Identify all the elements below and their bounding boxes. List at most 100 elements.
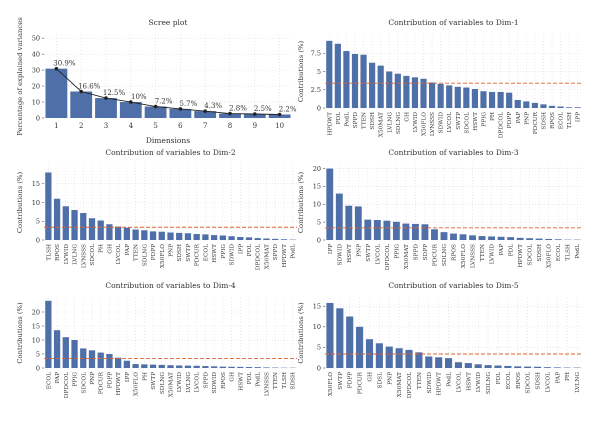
x-tick-label: SDCOL bbox=[464, 112, 470, 134]
y-tick-label: 5 bbox=[317, 344, 321, 352]
y-tick-label: 5 bbox=[317, 218, 321, 226]
data-label: 4.3% bbox=[204, 102, 222, 110]
x-tick-label: ECOL bbox=[506, 372, 512, 389]
bar-PDL bbox=[245, 367, 253, 368]
bar-TTEN bbox=[132, 229, 139, 240]
x-tick-label: TTEN bbox=[480, 244, 486, 261]
bar-SPPD bbox=[272, 238, 279, 240]
bar-X50FLO bbox=[545, 238, 553, 240]
x-tick-label: TTEN bbox=[273, 372, 279, 389]
x-tick-label: X50MAT bbox=[397, 372, 403, 397]
bar-RPOS bbox=[450, 233, 457, 240]
x-tick-label: LVCOL bbox=[375, 244, 381, 265]
x-tick-label: HSWT bbox=[347, 244, 353, 263]
x-tick-label: SWTP bbox=[338, 372, 344, 390]
bar-HPDWT bbox=[435, 357, 443, 368]
x-tick-label: PNP bbox=[90, 372, 96, 385]
x-tick-label: PNP bbox=[169, 244, 175, 257]
bar-HSWT bbox=[464, 363, 472, 368]
x-tick-label: LVCOL bbox=[545, 372, 551, 393]
bar-TTEN bbox=[478, 236, 486, 240]
y-tick-label: 5 bbox=[36, 350, 40, 358]
x-tick-label: ECOL bbox=[46, 372, 52, 389]
y-tick-label: 15 bbox=[32, 180, 40, 188]
y-tick-label: 2.5 bbox=[311, 86, 321, 94]
bar-PDL bbox=[507, 237, 515, 240]
bar-PAP bbox=[514, 99, 521, 108]
x-tick-label: SDLNG bbox=[396, 112, 402, 135]
x-tick-label: PNP bbox=[387, 372, 393, 385]
y-tick-label: 5 bbox=[36, 218, 40, 226]
x-tick-label: LVWID bbox=[64, 244, 70, 265]
data-label: 12.5% bbox=[103, 89, 126, 97]
x-tick-label: PDPP bbox=[507, 112, 513, 128]
bar-LVWID bbox=[488, 236, 496, 240]
bar-LVWID bbox=[474, 364, 482, 368]
bar-PNP bbox=[385, 346, 393, 368]
x-tick-label: LVLNG bbox=[575, 372, 581, 393]
bar-HPDWT bbox=[115, 357, 122, 368]
bar-SDWID bbox=[228, 236, 235, 240]
x-tick-label: X50FLO bbox=[461, 244, 467, 268]
bar-SPPD bbox=[202, 366, 209, 368]
bar-IPP bbox=[326, 168, 334, 240]
chart-title: Contribution of variables to Dim-3 bbox=[388, 148, 519, 157]
x-tick-label: PPIG bbox=[73, 372, 79, 387]
data-label: 2.8% bbox=[229, 105, 247, 113]
bar-PodL bbox=[444, 358, 453, 368]
x-tick-label: TTEN bbox=[134, 244, 140, 261]
y-tick-label: 30 bbox=[32, 66, 40, 74]
scree-point bbox=[153, 104, 158, 109]
bar-ECOL bbox=[557, 106, 564, 108]
bar-SDPP bbox=[421, 224, 429, 240]
scree-point bbox=[104, 96, 108, 100]
bar-PPIG bbox=[480, 91, 487, 108]
x-tick-label: HSWT bbox=[238, 372, 244, 391]
x-tick-label: PDL bbox=[509, 244, 515, 257]
data-label: 10% bbox=[131, 93, 147, 101]
bar-SWTP bbox=[184, 233, 192, 240]
bar-LVLNG bbox=[184, 365, 192, 368]
x-tick-label: PDL bbox=[247, 244, 253, 257]
x-tick-label: 8 bbox=[228, 122, 232, 130]
y-tick-label: 10 bbox=[313, 323, 321, 331]
x-tick-label: X50MAT bbox=[379, 112, 385, 137]
x-tick-label: SWTP bbox=[151, 372, 157, 390]
bar-LVCOL bbox=[115, 226, 122, 240]
bar-LVNSSS bbox=[263, 367, 270, 368]
bar-ECOL bbox=[202, 234, 209, 240]
x-tick-label: SPPD bbox=[273, 244, 279, 261]
x-tick-label: PPIG bbox=[221, 244, 227, 259]
x-tick-label: X50FLO bbox=[160, 244, 166, 268]
x-tick-label: DPDCOL bbox=[499, 112, 505, 138]
x-tick-label: LVWID bbox=[177, 372, 183, 393]
bar-LVWID bbox=[176, 365, 183, 368]
bar-PDPP bbox=[506, 92, 513, 108]
x-tick-label: PDL bbox=[336, 112, 342, 125]
bar-X50FLO bbox=[326, 302, 334, 368]
x-tick-label: SDSH bbox=[177, 244, 183, 262]
bar-X50MAT bbox=[395, 348, 403, 368]
chart-title: Contribution of variables to Dim-1 bbox=[388, 18, 518, 27]
bar-TLSH bbox=[566, 107, 573, 108]
bar-PNP bbox=[354, 206, 362, 240]
bar-DPDCOL bbox=[405, 349, 413, 368]
y-tick-label: 5 bbox=[317, 68, 321, 76]
data-label: 2.2% bbox=[279, 105, 297, 113]
x-tick-label: 3 bbox=[104, 122, 108, 130]
bar-PNP bbox=[167, 232, 174, 240]
bar-RPOS bbox=[53, 198, 61, 240]
bar-SDCOL bbox=[463, 87, 470, 108]
x-tick-label: X50MAT bbox=[264, 244, 270, 269]
x-tick-label: DPDCOL bbox=[256, 244, 262, 270]
scree-point bbox=[129, 100, 133, 104]
y-axis-label: Contributions (%) bbox=[16, 302, 24, 364]
bar-DPDCOL bbox=[497, 91, 504, 108]
bar-PPIG bbox=[392, 221, 400, 240]
bar-GH bbox=[228, 366, 235, 368]
bar-2 bbox=[70, 91, 93, 118]
x-tick-label: LVCOL bbox=[447, 112, 453, 133]
data-label: 5.7% bbox=[180, 100, 198, 108]
